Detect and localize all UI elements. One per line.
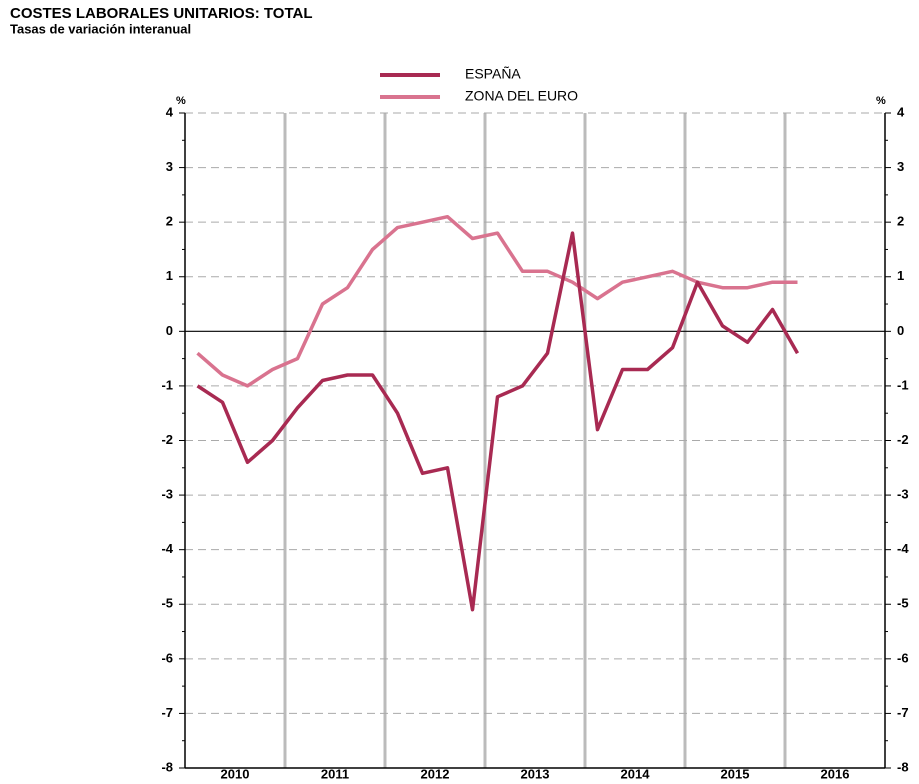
x-tick-label: 2013 <box>521 766 550 781</box>
y-unit: % <box>176 95 186 107</box>
y-tick-label-right: 4 <box>897 104 905 119</box>
y-tick-label: 3 <box>166 159 173 174</box>
legend-label: ESPAÑA <box>465 66 521 82</box>
y-tick-label: 2 <box>166 214 173 229</box>
y-tick-label: -7 <box>161 705 173 720</box>
y-tick-label-right: 1 <box>897 268 904 283</box>
y-tick-label: 4 <box>166 104 174 119</box>
y-tick-label: 0 <box>166 323 173 338</box>
x-tick-label: 2011 <box>321 766 349 781</box>
y-tick-label-right: 3 <box>897 159 904 174</box>
y-tick-label: -4 <box>161 541 173 556</box>
y-tick-label-right: -5 <box>897 596 909 611</box>
y-unit-right: % <box>876 95 886 107</box>
series-line <box>196 231 800 612</box>
y-tick-label-right: 0 <box>897 323 904 338</box>
y-tick-label: -8 <box>161 759 173 774</box>
x-tick-label: 2015 <box>721 766 750 781</box>
y-tick-label-right: -1 <box>897 377 909 392</box>
chart-title: COSTES LABORALES UNITARIOS: TOTAL <box>10 5 313 22</box>
chart-subtitle: Tasas de variación interanual <box>10 21 191 36</box>
y-tick-label: -2 <box>161 432 173 447</box>
y-tick-label: -1 <box>161 377 173 392</box>
x-tick-label: 2016 <box>821 766 850 781</box>
x-tick-label: 2012 <box>421 766 450 781</box>
x-tick-label: 2014 <box>621 766 651 781</box>
y-tick-label-right: -2 <box>897 432 909 447</box>
y-tick-label: -6 <box>161 650 173 665</box>
y-tick-label: -5 <box>161 596 173 611</box>
y-tick-label: -3 <box>161 487 173 502</box>
y-tick-label-right: -7 <box>897 705 909 720</box>
y-tick-label-right: -4 <box>897 541 909 556</box>
y-tick-label-right: 2 <box>897 214 904 229</box>
x-tick-label: 2010 <box>221 766 250 781</box>
y-tick-label-right: -6 <box>897 650 909 665</box>
y-tick-label: 1 <box>166 268 173 283</box>
y-tick-label-right: -8 <box>897 759 909 774</box>
legend-label: ZONA DEL EURO <box>465 88 578 104</box>
y-tick-label-right: -3 <box>897 487 909 502</box>
